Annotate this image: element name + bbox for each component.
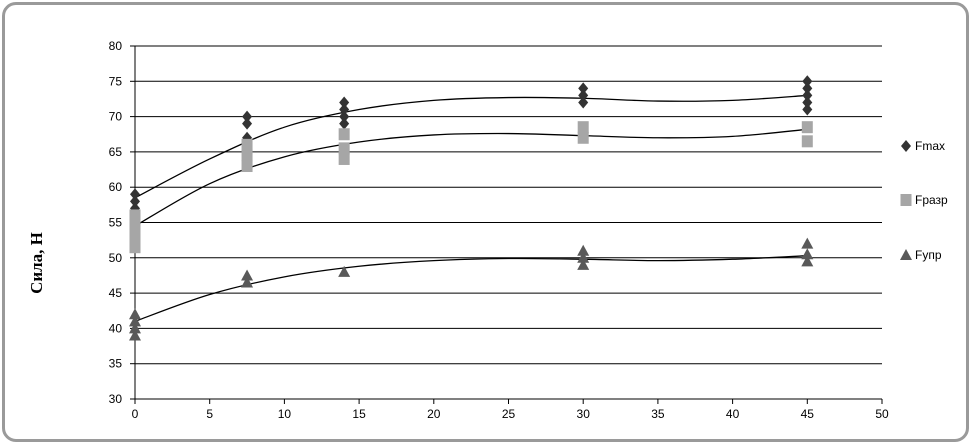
data-point-square: [129, 230, 141, 243]
data-point-triangle: [577, 251, 590, 263]
y-tick-label: 75: [109, 74, 123, 88]
legend: Fmax Fразр Fупр: [900, 139, 948, 262]
legend-marker-square: [900, 194, 912, 206]
data-point-diamond: [802, 103, 813, 116]
trend-line-triangle: [134, 255, 808, 322]
data-point-diamond: [802, 82, 813, 95]
y-tick-label: 35: [109, 357, 123, 371]
x-tick-label: 35: [651, 407, 665, 421]
x-tick-label: 10: [278, 407, 292, 421]
data-point-triangle: [801, 255, 814, 267]
trend-line-diamond: [134, 94, 808, 199]
data-point-triangle: [241, 269, 254, 281]
data-point-diamond: [802, 75, 813, 88]
legend-label-square: Fразр: [915, 193, 948, 207]
data-point-triangle: [241, 276, 254, 288]
data-point-triangle: [338, 265, 351, 277]
data-point-triangle: [577, 258, 590, 270]
legend-marker-diamond: [901, 140, 911, 152]
data-point-triangle: [801, 237, 814, 249]
x-tick-label: 25: [502, 407, 516, 421]
y-tick-label: 65: [109, 145, 123, 159]
data-point-triangle: [129, 322, 141, 334]
y-axis-label: Сила, Н: [27, 232, 46, 294]
data-point-square: [129, 209, 141, 222]
y-tick-label: 70: [109, 110, 123, 124]
legend-marker-triangle: [900, 249, 912, 260]
data-point-diamond: [339, 103, 350, 116]
x-tick-label: 30: [577, 407, 591, 421]
y-tick-label: 50: [109, 251, 123, 265]
data-point-square: [338, 142, 350, 155]
data-point-square: [801, 121, 813, 134]
trend-lines: [134, 94, 808, 322]
data-point-triangle: [129, 308, 141, 320]
data-point-diamond: [802, 89, 813, 102]
x-axis-ticks: 0 5 10 15 20 25 30 35 40 45 50: [132, 399, 889, 421]
data-point-square: [338, 152, 350, 165]
data-point-diamond: [339, 96, 350, 109]
data-point-square: [129, 220, 141, 233]
data-point-diamond: [578, 96, 589, 109]
chart-canvas: 30 35 40 45 50 55 60 65 70 75 80 0 5 10 15 20 25 30 35 40 4…: [27, 39, 948, 421]
data-points: [129, 75, 814, 341]
y-tick-label: 40: [109, 321, 123, 335]
data-point-square: [577, 121, 589, 134]
x-tick-label: 15: [352, 407, 366, 421]
x-tick-label: 20: [427, 407, 441, 421]
data-point-diamond: [130, 195, 140, 208]
data-point-triangle: [801, 248, 814, 260]
data-point-diamond: [339, 117, 350, 130]
data-point-square: [801, 135, 813, 148]
data-point-square: [577, 131, 589, 144]
legend-label-triangle: Fупр: [915, 248, 942, 262]
x-tick-label: 40: [726, 407, 740, 421]
x-tick-label: 0: [132, 407, 139, 421]
data-point-diamond: [339, 110, 350, 123]
data-point-diamond: [578, 89, 589, 102]
y-tick-label: 55: [109, 216, 123, 230]
data-point-triangle: [129, 329, 141, 341]
data-point-square: [241, 149, 253, 162]
data-point-diamond: [578, 82, 589, 95]
data-point-diamond: [130, 188, 140, 201]
data-point-diamond: [802, 96, 813, 109]
trend-line-square: [134, 128, 808, 227]
legend-label-diamond: Fmax: [915, 139, 945, 153]
data-point-triangle: [577, 244, 590, 256]
y-tick-label: 45: [109, 286, 123, 300]
data-point-square: [241, 160, 253, 173]
data-point-square: [129, 241, 141, 254]
y-tick-label: 30: [109, 392, 123, 406]
data-point-diamond: [242, 110, 253, 123]
gridlines: [134, 45, 882, 400]
data-point-square: [241, 138, 253, 151]
y-tick-label: 80: [109, 39, 123, 53]
x-tick-label: 45: [801, 407, 815, 421]
data-point-triangle: [129, 315, 141, 327]
data-point-square: [338, 128, 350, 141]
data-point-diamond: [242, 117, 253, 130]
y-axis-ticks: 30 35 40 45 50 55 60 65 70 75 80: [109, 39, 135, 406]
x-tick-label: 5: [206, 407, 213, 421]
y-tick-label: 60: [109, 180, 123, 194]
x-tick-label: 50: [875, 407, 889, 421]
